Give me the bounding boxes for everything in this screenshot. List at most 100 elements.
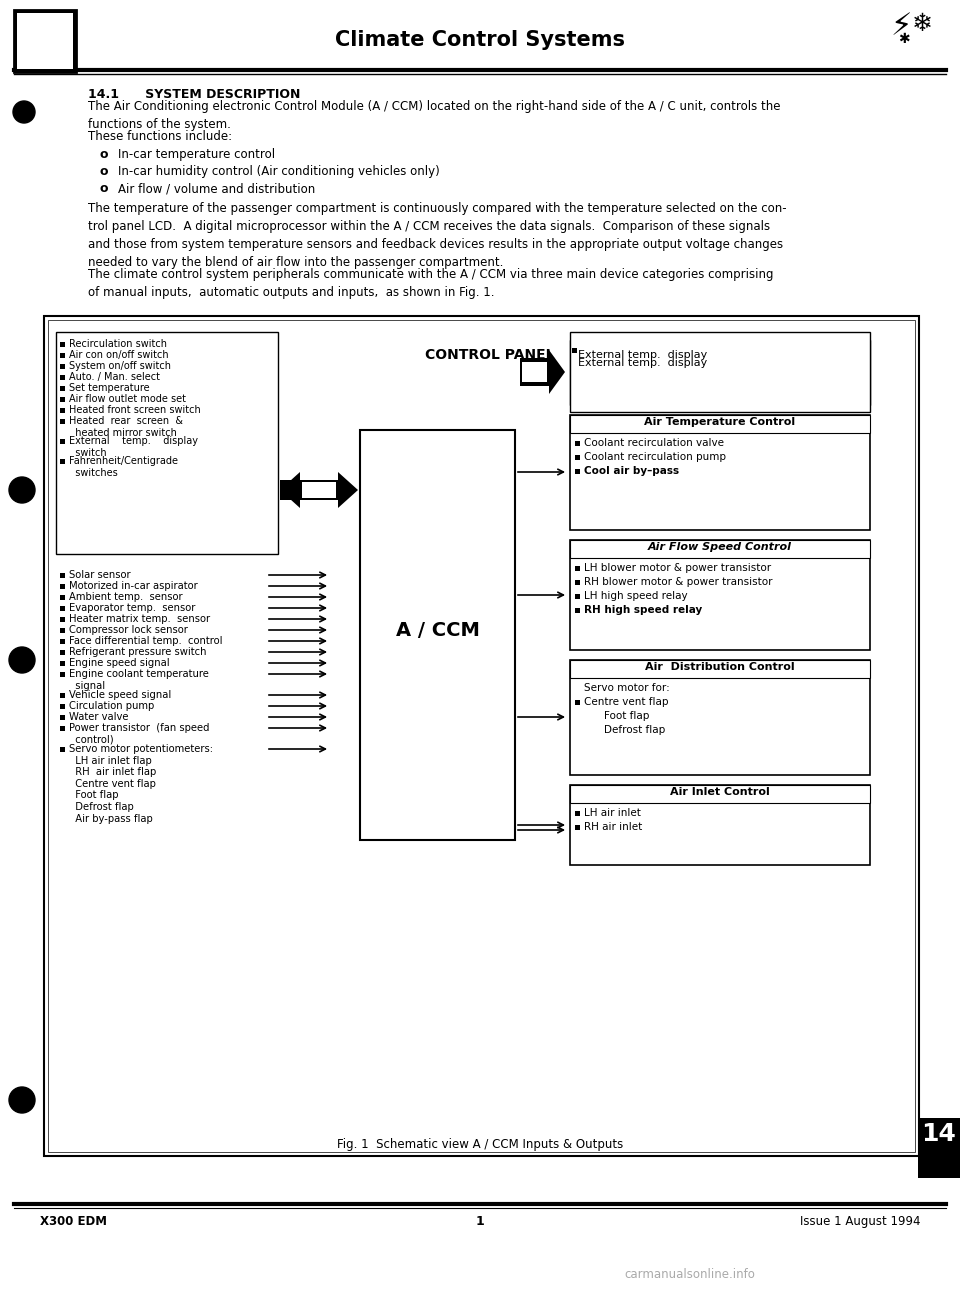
Text: Air  Distribution Control: Air Distribution Control [645, 662, 795, 672]
Bar [60, 594, 65, 600]
Polygon shape [302, 482, 336, 499]
Text: Air flow outlet mode set: Air flow outlet mode set [69, 394, 186, 404]
Text: RH high speed relay: RH high speed relay [584, 605, 703, 615]
Text: Air flow / volume and distribution: Air flow / volume and distribution [118, 183, 315, 196]
Bar [570, 785, 870, 865]
Text: A / CCM: A / CCM [396, 620, 479, 640]
Bar [575, 580, 580, 585]
Bar [60, 606, 65, 611]
Text: These functions include:: These functions include: [88, 130, 232, 142]
Text: Ambient temp.  sensor: Ambient temp. sensor [69, 592, 182, 602]
Bar [575, 469, 580, 474]
Bar [56, 332, 278, 554]
Bar [60, 660, 65, 666]
Bar [575, 607, 580, 613]
Bar [14, 10, 76, 73]
Bar [570, 660, 870, 679]
Text: Heated  rear  screen  &
  heated mirror switch: Heated rear screen & heated mirror switc… [69, 416, 183, 438]
Bar [570, 660, 870, 774]
Bar [570, 540, 870, 650]
Bar [572, 356, 577, 361]
Bar [575, 825, 580, 830]
Bar [44, 316, 919, 1156]
Text: o: o [100, 164, 108, 177]
Text: External    temp.    display
  switch: External temp. display switch [69, 436, 198, 457]
Bar [60, 354, 65, 357]
Circle shape [9, 1087, 35, 1112]
Bar [60, 693, 65, 698]
Text: Solar sensor: Solar sensor [69, 570, 131, 580]
Bar [60, 715, 65, 720]
Text: ❄: ❄ [912, 12, 933, 36]
Text: Coolant recirculation valve: Coolant recirculation valve [584, 438, 724, 448]
Text: Air con on/off switch: Air con on/off switch [69, 350, 169, 360]
Circle shape [9, 648, 35, 673]
Text: The climate control system peripherals communicate with the A / CCM via three ma: The climate control system peripherals c… [88, 268, 774, 299]
Text: JAGUAR: JAGUAR [30, 19, 60, 26]
Polygon shape [280, 471, 358, 508]
Bar [60, 408, 65, 413]
Text: Evaporator temp.  sensor: Evaporator temp. sensor [69, 603, 196, 613]
Bar [570, 414, 870, 530]
Text: Foot flap: Foot flap [604, 711, 649, 721]
Bar [60, 398, 65, 401]
Bar [575, 594, 580, 600]
Text: External temp.  display: External temp. display [578, 357, 708, 368]
Text: Servo motor potentiometers:
  LH air inlet flap
  RH  air inlet flap
  Centre ve: Servo motor potentiometers: LH air inlet… [69, 745, 213, 824]
Text: Water valve: Water valve [69, 712, 129, 723]
Bar [575, 455, 580, 460]
Bar [918, 1118, 960, 1178]
Bar [60, 638, 65, 644]
Bar [48, 320, 915, 1153]
Text: Recirculation switch: Recirculation switch [69, 339, 167, 348]
Text: o: o [100, 148, 108, 161]
Text: carmanualsonline.info: carmanualsonline.info [625, 1268, 756, 1281]
Bar [60, 704, 65, 708]
Text: Set temperature: Set temperature [69, 383, 150, 392]
Text: Climate Control Systems: Climate Control Systems [335, 30, 625, 51]
Text: Vehicle speed signal: Vehicle speed signal [69, 690, 171, 701]
Text: Issue 1 August 1994: Issue 1 August 1994 [800, 1215, 920, 1228]
Bar [60, 458, 65, 464]
Bar [570, 341, 870, 405]
Text: Engine coolant temperature
  signal: Engine coolant temperature signal [69, 670, 209, 690]
Bar [60, 420, 65, 423]
Text: Centre vent flap: Centre vent flap [584, 697, 668, 707]
Bar [60, 364, 65, 369]
Text: ✱: ✱ [899, 32, 910, 47]
Text: 14: 14 [922, 1121, 956, 1146]
Text: Compressor lock sensor: Compressor lock sensor [69, 625, 188, 635]
Bar [17, 13, 73, 69]
Text: The temperature of the passenger compartment is continuously compared with the t: The temperature of the passenger compart… [88, 202, 786, 269]
Bar [570, 540, 870, 558]
Bar [570, 332, 870, 412]
Text: Air Temperature Control: Air Temperature Control [644, 417, 796, 427]
Text: Engine speed signal: Engine speed signal [69, 658, 170, 668]
Polygon shape [520, 350, 565, 394]
Text: Refrigerant pressure switch: Refrigerant pressure switch [69, 648, 206, 657]
Polygon shape [522, 363, 547, 382]
Text: RH air inlet: RH air inlet [584, 822, 642, 831]
Text: System on/off switch: System on/off switch [69, 361, 171, 370]
Bar [60, 376, 65, 379]
Text: 1: 1 [475, 1215, 485, 1228]
Bar [14, 10, 76, 73]
Bar [570, 341, 870, 405]
Text: Power transistor  (fan speed
  control): Power transistor (fan speed control) [69, 723, 209, 745]
Text: 14.1      SYSTEM DESCRIPTION: 14.1 SYSTEM DESCRIPTION [88, 88, 300, 101]
Bar [572, 348, 577, 354]
Text: Servo motor for:: Servo motor for: [584, 682, 670, 693]
Circle shape [9, 477, 35, 502]
Text: Heater matrix temp.  sensor: Heater matrix temp. sensor [69, 614, 210, 624]
Text: Motorized in-car aspirator: Motorized in-car aspirator [69, 581, 198, 591]
Bar [60, 439, 65, 444]
Text: In-car temperature control: In-car temperature control [118, 148, 276, 161]
Bar [575, 701, 580, 704]
Bar [60, 616, 65, 622]
Text: Heated front screen switch: Heated front screen switch [69, 405, 201, 414]
Text: Coolant recirculation pump: Coolant recirculation pump [584, 452, 726, 462]
Bar [575, 811, 580, 816]
Text: RH blower motor & power transistor: RH blower motor & power transistor [584, 578, 773, 587]
Text: o: o [100, 183, 108, 196]
Bar [60, 650, 65, 655]
